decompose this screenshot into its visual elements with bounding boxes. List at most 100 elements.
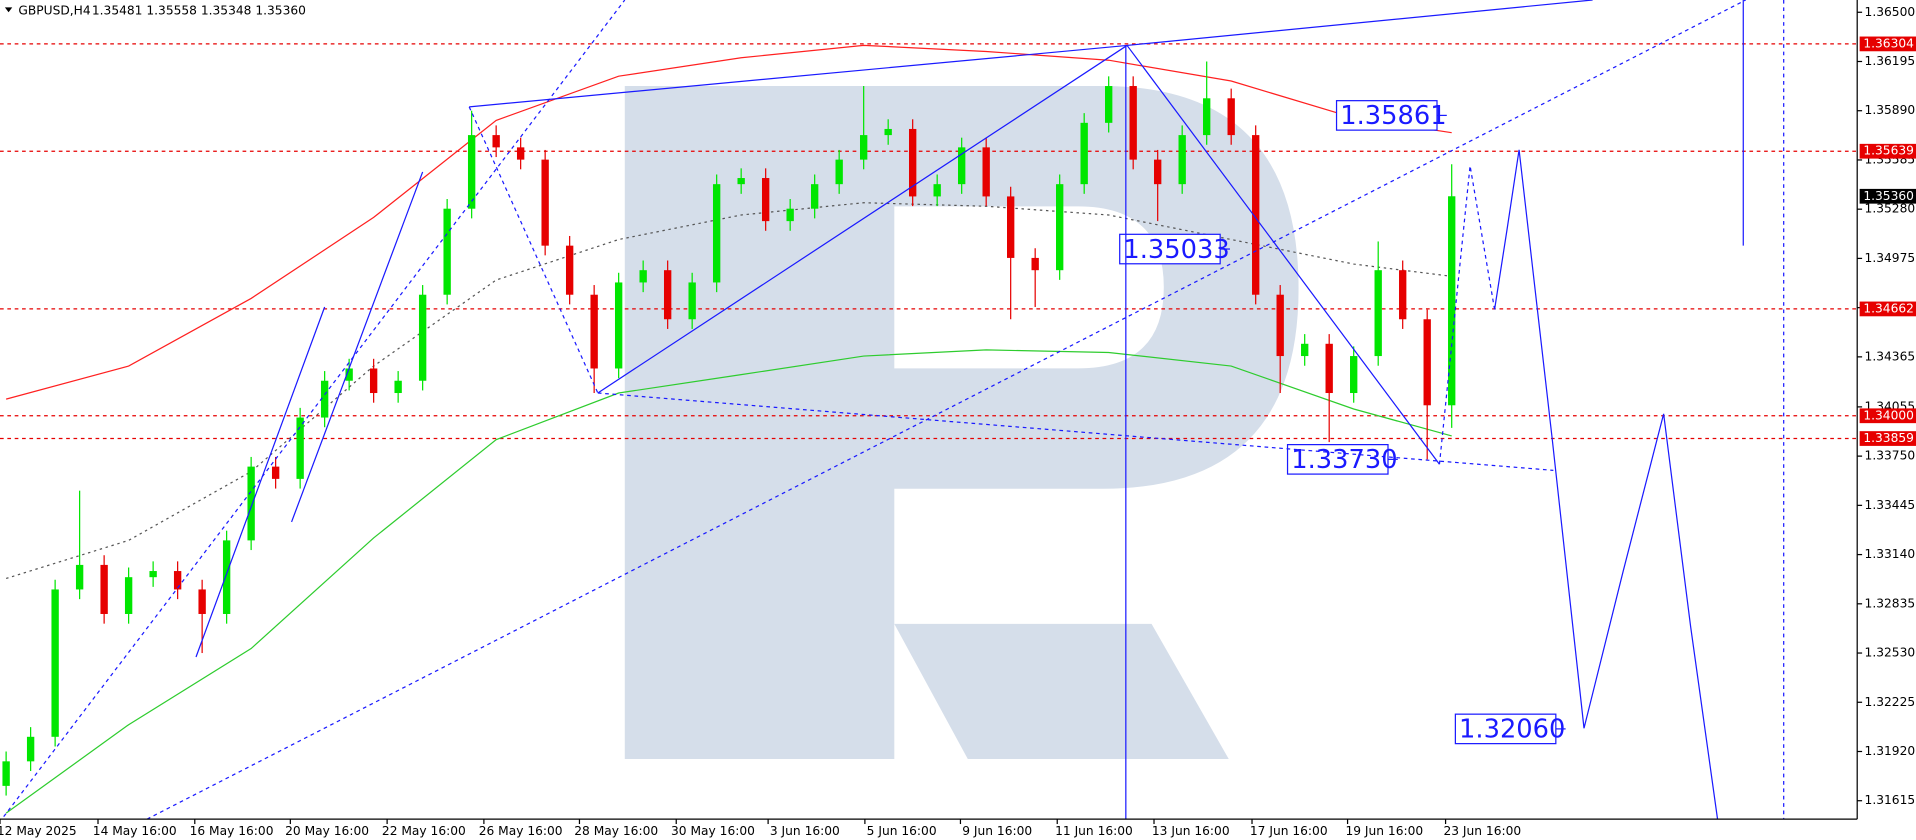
x-tick-label: 17 Jun 16:00 bbox=[1250, 824, 1328, 838]
x-tick-label: 11 Jun 16:00 bbox=[1055, 824, 1133, 838]
x-tick-label: 30 May 16:00 bbox=[671, 824, 755, 838]
ohlc: 1.35481 1.35558 1.35348 1.35360 bbox=[92, 4, 306, 18]
candle-body bbox=[1105, 86, 1113, 123]
candle-body bbox=[590, 294, 598, 369]
candle-body bbox=[1178, 135, 1186, 185]
x-tick-label: 3 Jun 16:00 bbox=[770, 824, 840, 838]
candle-body bbox=[565, 245, 574, 295]
y-tick-label: 1.36500 bbox=[1865, 5, 1916, 19]
x-tick-label: 12 May 2025 bbox=[0, 824, 77, 838]
candle-body bbox=[761, 178, 770, 222]
candle-body bbox=[100, 564, 108, 614]
level-label: 1.35639 bbox=[1863, 144, 1914, 158]
candle-body bbox=[908, 128, 917, 197]
y-tick-label: 1.33750 bbox=[1865, 449, 1916, 463]
candle-body bbox=[1129, 86, 1137, 160]
x-tick-label: 22 May 16:00 bbox=[382, 824, 466, 838]
candle-body bbox=[320, 380, 329, 418]
candle-body bbox=[933, 184, 941, 197]
candle-body bbox=[26, 736, 35, 762]
candle-body bbox=[173, 571, 182, 590]
candle-body bbox=[296, 417, 304, 479]
moving-average bbox=[5, 44, 1452, 400]
candle-body bbox=[541, 159, 549, 246]
candle-body bbox=[1276, 294, 1284, 357]
candle-body bbox=[1252, 135, 1260, 295]
y-tick-label: 1.34365 bbox=[1865, 349, 1916, 363]
y-tick-label: 1.35280 bbox=[1865, 202, 1916, 216]
level-label: 1.36304 bbox=[1863, 36, 1914, 50]
candle-body bbox=[786, 208, 794, 222]
y-tick-label: 1.31615 bbox=[1865, 793, 1916, 807]
candle-body bbox=[394, 380, 402, 394]
drawings bbox=[3, 0, 1785, 820]
level-label-bg bbox=[1859, 143, 1916, 159]
candle-body bbox=[1154, 159, 1162, 185]
candle-body bbox=[492, 135, 500, 148]
candle-body bbox=[1080, 122, 1088, 185]
x-tick-label: 19 Jun 16:00 bbox=[1345, 824, 1423, 838]
candle-body bbox=[1031, 257, 1039, 271]
symbol: GBPUSD,H4 bbox=[18, 4, 90, 18]
candle-body bbox=[737, 178, 745, 185]
level-label-bg bbox=[1859, 408, 1916, 424]
level-label: 1.33859 bbox=[1863, 431, 1914, 445]
candle-body bbox=[443, 208, 451, 295]
x-tick-label: 16 May 16:00 bbox=[190, 824, 274, 838]
annotation-label: 1.35033 bbox=[1123, 235, 1229, 265]
candle-body bbox=[859, 135, 868, 160]
candle-body bbox=[1227, 98, 1235, 136]
candle-body bbox=[1448, 196, 1456, 406]
x-tick-label: 23 Jun 16:00 bbox=[1443, 824, 1521, 838]
x-tick-label: 26 May 16:00 bbox=[479, 824, 563, 838]
candle-body bbox=[712, 184, 721, 283]
x-tick-label: 20 May 16:00 bbox=[285, 824, 369, 838]
y-tick-label: 1.32835 bbox=[1865, 596, 1916, 610]
candle-body bbox=[418, 294, 427, 381]
candle-body bbox=[639, 270, 647, 283]
candle-body bbox=[1399, 270, 1407, 320]
y-tick-label: 1.32530 bbox=[1865, 646, 1916, 660]
y-tick-label: 1.32225 bbox=[1865, 695, 1916, 709]
candle-body bbox=[271, 466, 280, 479]
candle-body bbox=[51, 589, 59, 737]
annotation-label: 1.35861 bbox=[1340, 101, 1446, 131]
candle-body bbox=[149, 571, 157, 578]
y-tick-label: 1.31920 bbox=[1865, 744, 1916, 758]
candle-body bbox=[958, 147, 966, 185]
annotation-box bbox=[1454, 713, 1557, 745]
level-label: 1.34000 bbox=[1863, 408, 1914, 422]
level-label-bg bbox=[1859, 301, 1916, 317]
candle-body bbox=[1301, 343, 1309, 357]
level-label-bg bbox=[1859, 431, 1916, 446]
x-tick-label: 13 Jun 16:00 bbox=[1152, 824, 1230, 838]
annotation-label: 1.33730 bbox=[1291, 445, 1397, 475]
candle-body bbox=[222, 540, 231, 614]
moving-average bbox=[5, 202, 1452, 580]
moving-average bbox=[5, 349, 1452, 814]
annotation-label: 1.32060 bbox=[1459, 715, 1565, 745]
candle-body bbox=[1325, 343, 1333, 394]
candle-body bbox=[75, 564, 84, 590]
candle-body bbox=[663, 270, 672, 320]
annotation-box bbox=[1286, 444, 1389, 475]
candle-body bbox=[884, 128, 892, 136]
candle-body bbox=[835, 159, 843, 185]
level-label: 1.34662 bbox=[1863, 301, 1914, 315]
candle-body bbox=[198, 589, 206, 614]
candle-body bbox=[810, 184, 819, 209]
candle-body bbox=[124, 577, 133, 614]
current-price-bg bbox=[1859, 188, 1916, 204]
candle-body bbox=[369, 368, 378, 394]
y-tick-label: 1.33140 bbox=[1865, 547, 1916, 561]
candle-body bbox=[688, 282, 696, 320]
candle-body bbox=[1350, 356, 1358, 394]
level-label-bg bbox=[1859, 36, 1916, 52]
candle-body bbox=[1007, 196, 1015, 258]
x-tick-label: 5 Jun 16:00 bbox=[867, 824, 937, 838]
menu-arrow[interactable] bbox=[4, 7, 13, 13]
candle-body bbox=[345, 368, 353, 381]
y-tick-label: 1.34975 bbox=[1865, 251, 1916, 265]
